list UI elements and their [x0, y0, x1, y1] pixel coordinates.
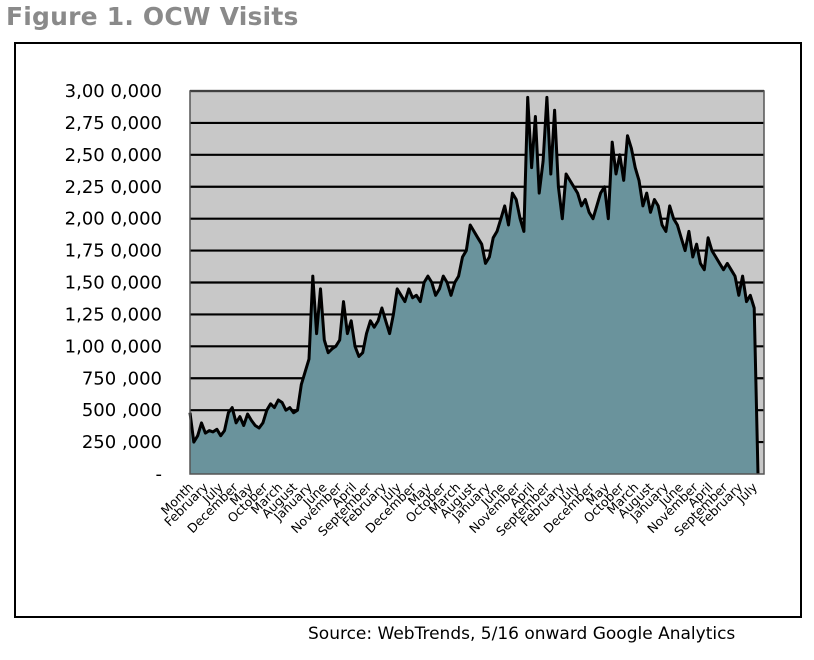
y-tick-label: 2,50 0,000 [65, 145, 162, 166]
visits-line [188, 95, 760, 475]
y-tick-label: 750 ,000 [82, 368, 162, 389]
y-axis: - 250 ,000 500 ,000 750 ,000 1,00 0,000 1,25 … [65, 81, 162, 485]
y-tick-label: 250 ,000 [82, 432, 162, 453]
y-tick-label: 1,00 0,000 [65, 336, 162, 357]
plot-border [189, 90, 765, 475]
visits-area [190, 97, 758, 475]
x-axis: MonthFebruaryJulyDecemberMayOctoberMarch… [158, 479, 761, 539]
y-tick-label: 2,00 0,000 [65, 209, 162, 230]
y-tick-label: 1,50 0,000 [65, 273, 162, 294]
y-tick-label: 1,25 0,000 [65, 304, 162, 325]
y-tick-label: 1,75 0,000 [65, 241, 162, 262]
y-tick-label: 3,00 0,000 [65, 81, 162, 102]
y-tick-label: 2,25 0,000 [65, 177, 162, 198]
y-tick-label: 500 ,000 [82, 400, 162, 421]
source-note: Source: WebTrends, 5/16 onward Google An… [308, 624, 736, 644]
y-tick-label: - [156, 464, 163, 485]
figure-title: Figure 1. OCW Visits [6, 2, 299, 31]
y-tick-label: 2,75 0,000 [65, 113, 162, 134]
